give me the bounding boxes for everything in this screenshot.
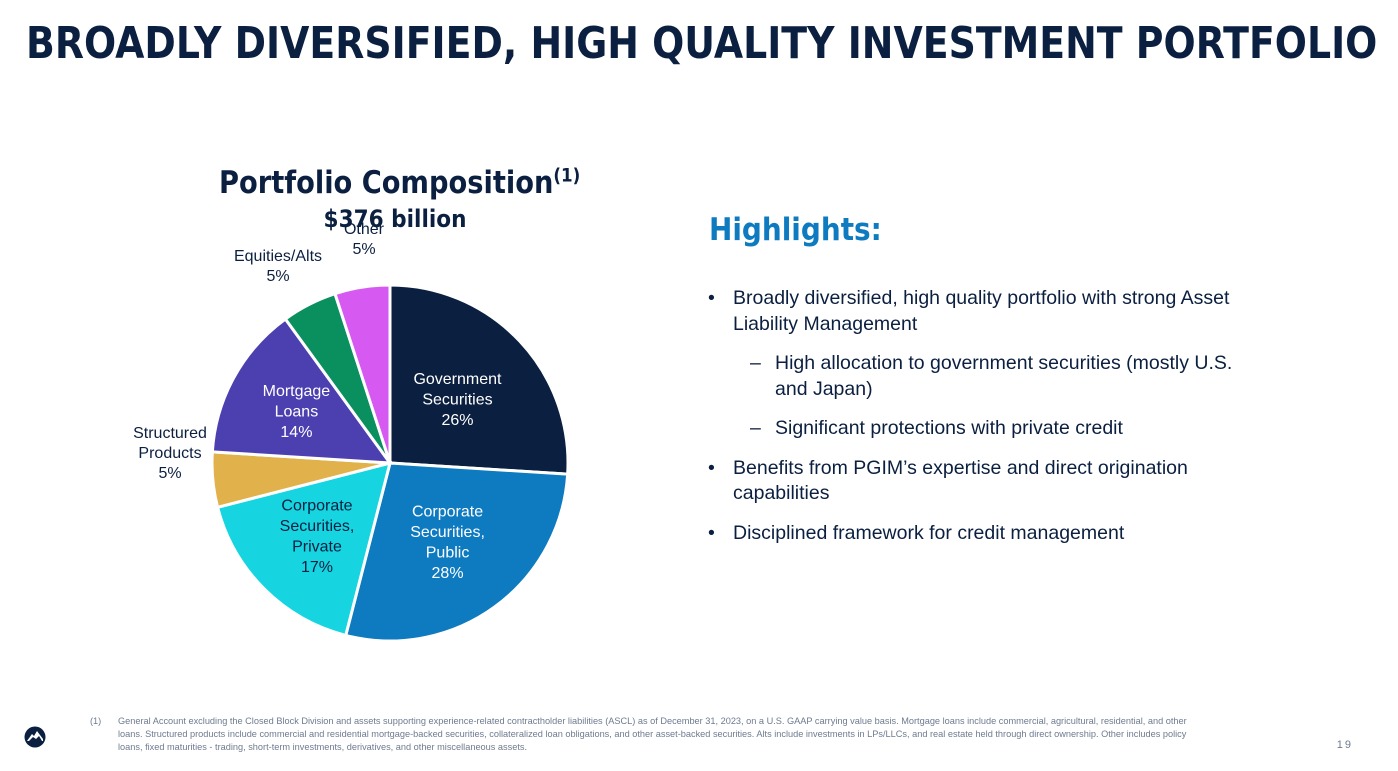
slice-label: Mortgage Loans 14% (263, 383, 331, 441)
chart-title: Portfolio Composition(1) (219, 165, 580, 201)
bullet-glyph: • (708, 456, 715, 479)
pie-slice (388, 283, 570, 476)
dash-glyph: – (750, 352, 761, 374)
page-number: 19 (1336, 739, 1353, 751)
chart-title-text: Portfolio Composition (219, 165, 554, 201)
bullet-glyph: • (708, 521, 715, 544)
pie-slice (343, 461, 570, 643)
slice-label: Government Securities 26% (413, 371, 502, 429)
page-title: BROADLY DIVERSIFIED, HIGH QUALITY INVEST… (26, 18, 1378, 69)
highlights-heading: Highlights: (709, 212, 882, 248)
dash-glyph: – (750, 417, 761, 439)
bullet-text: Disciplined framework for credit managem… (733, 521, 1125, 544)
footnote-text: General Account excluding the Closed Blo… (118, 716, 1187, 752)
bullet-item: • Broadly diversified, high quality portf… (708, 286, 1268, 337)
bullet-item: • Disciplined framework for credit manage… (708, 521, 1268, 547)
bullet-text: Broadly diversified, high quality portfo… (733, 287, 1230, 335)
slice-label: Corporate Securities, Private 17% (280, 497, 355, 576)
footnote: (1) General Account excluding the Closed… (90, 715, 1200, 754)
sub-bullet-item: – Significant protections with private cr… (708, 416, 1268, 442)
rock-logo-icon (24, 726, 46, 748)
bullet-glyph: • (708, 287, 715, 309)
pie-slice (210, 316, 394, 465)
pie-slice (215, 460, 393, 638)
bullet-item: • Benefits from PGIM’s expertise and dire… (708, 456, 1268, 507)
slice-label: Structured Products 5% (133, 425, 207, 482)
slice-label: Corporate Securities, Public 28% (410, 503, 485, 582)
footnote-marker: (1) (90, 716, 102, 726)
highlights-list: • Broadly diversified, high quality portf… (708, 286, 1268, 560)
slice-label: Other 5% (343, 221, 384, 258)
pie-chart: Government Securities 26% Corporate Securiti… (210, 283, 570, 643)
bullet-text: Benefits from PGIM’s expertise and direc… (733, 456, 1188, 505)
sub-bullet-text: Significant protections with private cre… (775, 417, 1123, 439)
pie-slice (333, 283, 392, 464)
sub-bullet-item: – High allocation to government securitie… (708, 351, 1268, 402)
chart-subtitle: $376 billion (323, 205, 467, 233)
slice-label: Equities/Alts 5% (233, 248, 323, 285)
sub-bullet-text: High allocation to government securities… (775, 352, 1233, 400)
chart-title-footnote-marker: (1) (553, 164, 581, 187)
